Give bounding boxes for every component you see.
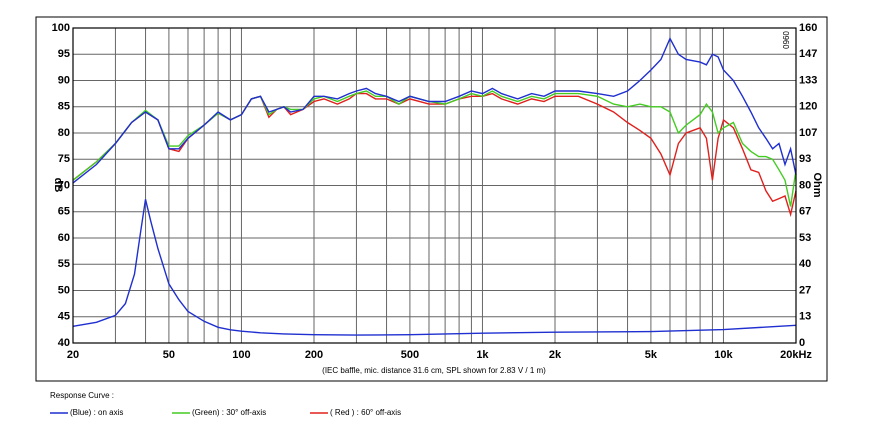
y-tick-label: 45 — [58, 311, 70, 323]
y2-tick-label: 133 — [799, 74, 817, 86]
x-tick-label: 1k — [476, 349, 489, 361]
x-tick-label: 200 — [305, 349, 323, 361]
x-tick-label: 100 — [232, 349, 250, 361]
y2-tick-label: 53 — [799, 232, 811, 244]
legend-label: ( Red ) : 60° off-axis — [330, 408, 401, 417]
y2-tick-label: 67 — [799, 206, 811, 218]
response-line — [72, 92, 797, 218]
y-axis-label: dB — [52, 178, 64, 193]
y-tick-label: 55 — [58, 258, 70, 270]
y2-tick-label: 93 — [799, 153, 811, 165]
y-tick-label: 60 — [58, 232, 70, 244]
plot-border — [72, 27, 797, 344]
x-tick-label: 10k — [714, 349, 733, 361]
y-tick-label: 100 — [52, 22, 70, 34]
legend-label: (Green) : 30° off-axis — [192, 408, 266, 417]
legend-label: (Blue) : on axis — [70, 408, 123, 417]
y2-tick-label: 107 — [799, 127, 817, 139]
legend-title: Response Curve : — [50, 391, 114, 400]
x-tick-label: 50 — [163, 349, 175, 361]
y-tick-label: 50 — [58, 284, 70, 296]
y2-tick-label: 13 — [799, 311, 811, 323]
y2-tick-label: 40 — [799, 258, 811, 270]
y2-tick-label: 160 — [799, 22, 817, 34]
y-tick-label: 70 — [58, 179, 70, 191]
x-tick-label: 2k — [549, 349, 562, 361]
y2-tick-label: 27 — [799, 284, 811, 296]
y-tick-label: 95 — [58, 48, 70, 60]
y2-tick-label: 0 — [799, 337, 805, 349]
y2-axis-label: Ohm — [811, 172, 823, 197]
x-tick-label: 500 — [401, 349, 419, 361]
x-tick-label: 20kHz — [780, 349, 812, 361]
annotation: 0960 — [781, 31, 790, 49]
y-tick-label: 85 — [58, 101, 70, 113]
x-tick-label: 20 — [67, 349, 79, 361]
frame — [35, 16, 828, 382]
subtitle: (IEC baffle, mic. distance 31.6 cm, SPL … — [322, 366, 546, 375]
y-tick-label: 40 — [58, 337, 70, 349]
x-tick-label: 5k — [645, 349, 658, 361]
y-tick-label: 75 — [58, 153, 70, 165]
y-tick-label: 65 — [58, 206, 70, 218]
response-line — [72, 36, 797, 184]
response-line — [72, 199, 797, 336]
y-tick-label: 80 — [58, 127, 70, 139]
y2-tick-label: 80 — [799, 179, 811, 191]
y2-tick-label: 147 — [799, 48, 817, 60]
y2-tick-label: 120 — [799, 101, 817, 113]
y-tick-label: 90 — [58, 74, 70, 86]
